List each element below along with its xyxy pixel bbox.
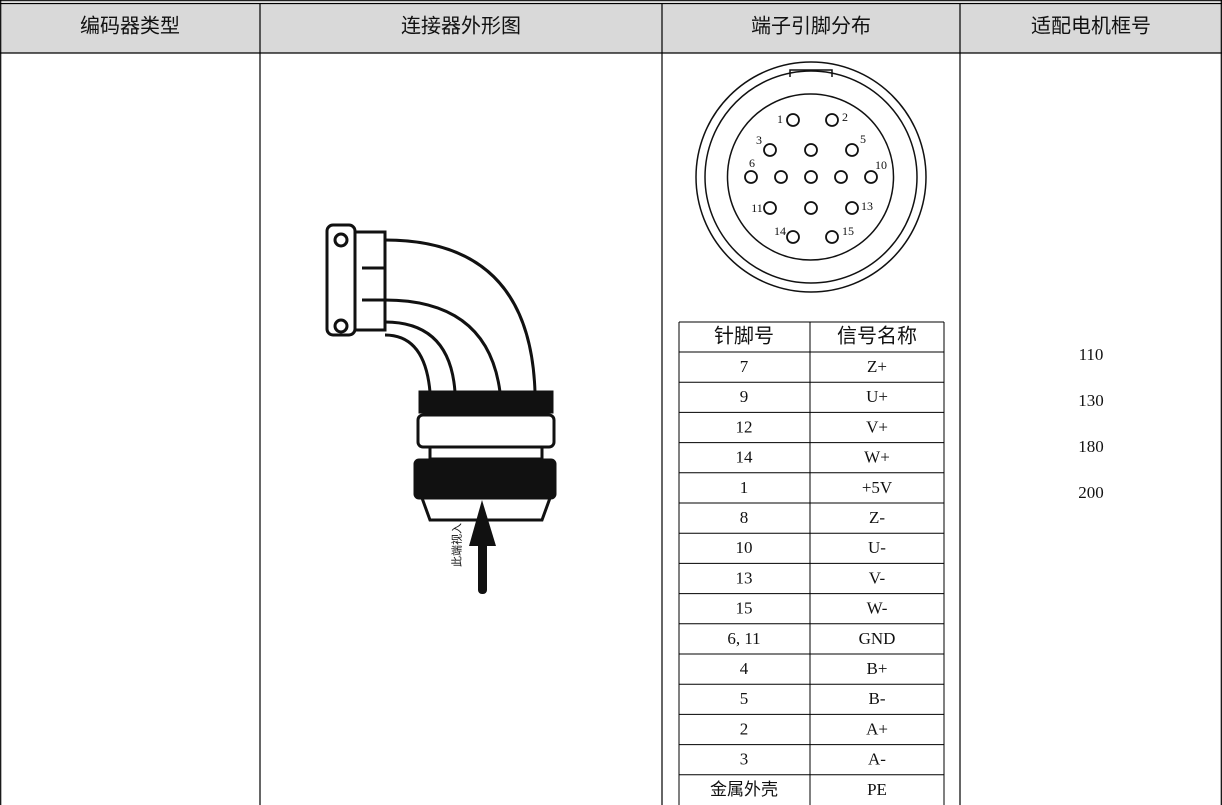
pin-label: 15 (842, 224, 854, 238)
pin-table-cell: 金属外壳 (710, 780, 778, 799)
connector-label: 此端视入 (450, 523, 464, 567)
pin-table-cell: 9 (740, 387, 749, 406)
pin-table-cell: U+ (866, 387, 888, 406)
pin-table-cell: Z- (869, 508, 885, 527)
pin (845, 143, 859, 157)
header-cell: 端子引脚分布 (751, 15, 871, 38)
pin-table-cell: PE (867, 780, 887, 799)
pin-table-cell: 3 (740, 750, 749, 769)
pin (786, 113, 800, 127)
pin-label: 6 (749, 156, 755, 170)
pin-table-cell: B+ (867, 659, 888, 678)
connector-drawing (325, 223, 557, 522)
pin-table-cell: 5 (740, 689, 749, 708)
pin (786, 230, 800, 244)
motor-frame: 110 (1079, 345, 1104, 364)
pin (825, 230, 839, 244)
header-cell: 连接器外形图 (401, 15, 521, 38)
pin-table-header: 信号名称 (837, 325, 917, 348)
header-cell: 编码器类型 (80, 15, 180, 38)
pin-table-cell: W- (867, 599, 888, 618)
pin (763, 201, 777, 215)
pin (825, 113, 839, 127)
pin-table-cell: 10 (736, 538, 753, 557)
pin (834, 170, 848, 184)
pin-label: 2 (842, 110, 848, 124)
pin (845, 201, 859, 215)
pin (804, 170, 818, 184)
pin-table-cell: U- (868, 538, 886, 557)
pin-table-cell: GND (859, 629, 896, 648)
pin (804, 143, 818, 157)
pin (864, 170, 878, 184)
pin-table-cell: A- (868, 750, 886, 769)
pin-table-cell: 13 (736, 568, 753, 587)
header-cell: 适配电机框号 (1031, 15, 1151, 38)
view-arrow (469, 500, 496, 594)
pin-table-cell: 14 (736, 448, 754, 467)
pin (744, 170, 758, 184)
pin-table-cell: 15 (736, 599, 753, 618)
pin-table-cell: A+ (866, 719, 888, 738)
pin-table-cell: 8 (740, 508, 749, 527)
header-bg (0, 3, 1222, 53)
pin-table-cell: Z+ (867, 357, 887, 376)
pin (774, 170, 788, 184)
pin-label: 1 (777, 112, 783, 126)
pin (804, 201, 818, 215)
pin-label: 11 (751, 201, 763, 215)
pin-label: 3 (756, 133, 762, 147)
pin-label: 14 (774, 224, 786, 238)
motor-frame: 130 (1078, 391, 1104, 410)
pin-table-cell: W+ (864, 448, 890, 467)
pin-face (695, 61, 927, 293)
motor-frame: 200 (1078, 483, 1104, 502)
pin-table-cell: 4 (740, 659, 749, 678)
pin-label: 10 (875, 158, 887, 172)
pin-table-header: 针脚号 (714, 325, 774, 348)
pin (763, 143, 777, 157)
pin-table-cell: +5V (862, 478, 893, 497)
pin-table-cell: 2 (740, 719, 749, 738)
pin-table-cell: 12 (736, 417, 753, 436)
pin-label: 5 (860, 132, 866, 146)
pin-table-cell: 7 (740, 357, 749, 376)
pin-table-cell: 1 (740, 478, 749, 497)
pin-table-cell: B- (869, 689, 886, 708)
motor-frame: 180 (1078, 437, 1104, 456)
pin-table-cell: 6, 11 (727, 629, 760, 648)
pin-table-cell: V- (869, 568, 886, 587)
pin-table-cell: V+ (866, 417, 888, 436)
pin-label: 13 (861, 199, 873, 213)
pins (744, 113, 878, 244)
